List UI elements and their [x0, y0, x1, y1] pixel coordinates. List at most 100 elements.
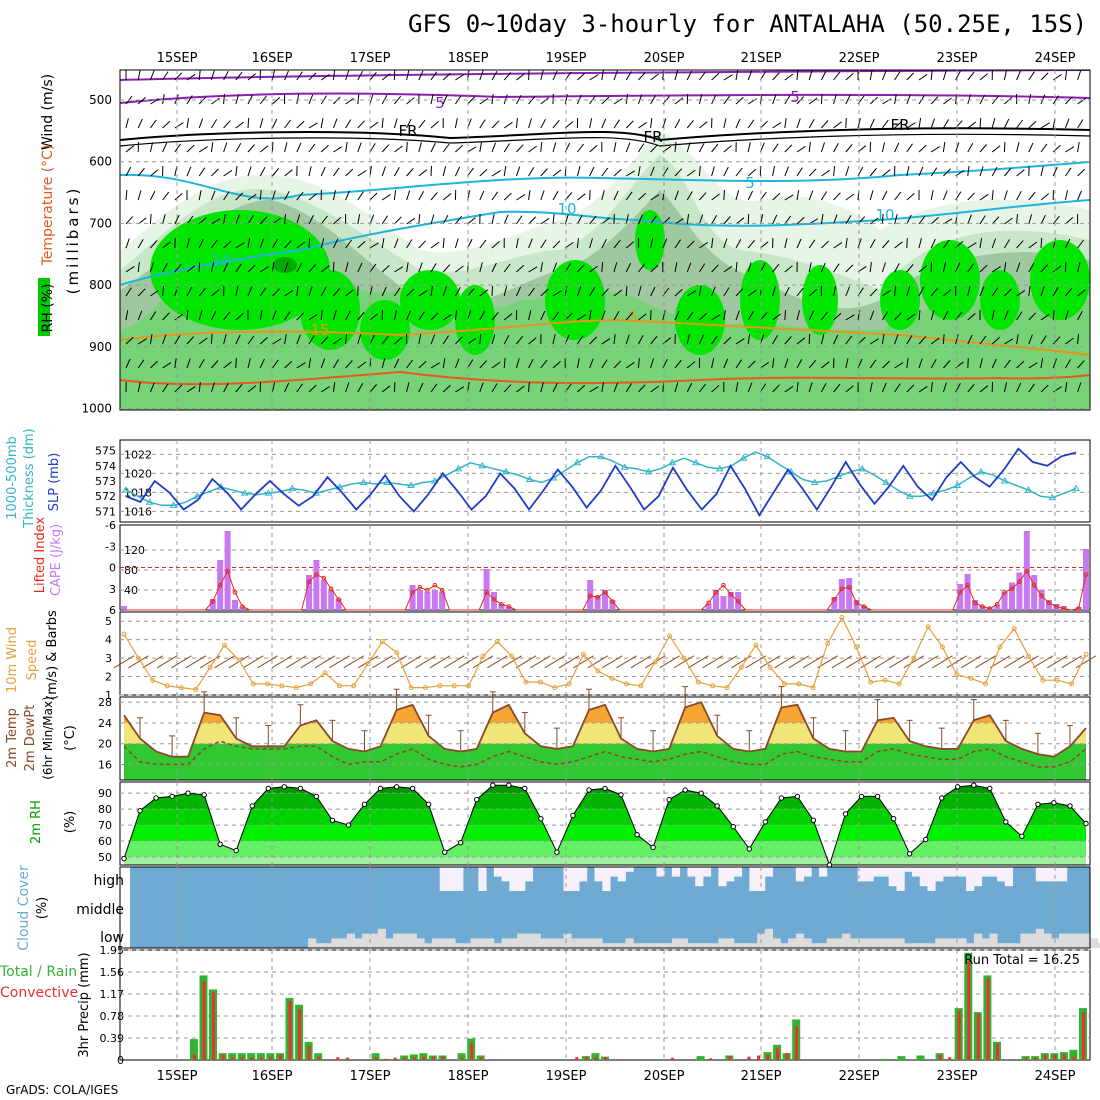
wind-barb [455, 144, 464, 153]
low-cloud-bar [362, 933, 371, 948]
cape-bar [409, 585, 416, 610]
wind-barb [479, 239, 487, 249]
wind-barb [796, 359, 803, 369]
wind-barb [820, 382, 827, 393]
wind-barb [930, 146, 940, 153]
wind-barb [1016, 169, 1025, 177]
rh-core [920, 240, 980, 320]
cape-bar [727, 592, 734, 610]
wind-barb [1077, 333, 1079, 345]
wind-barb [967, 121, 977, 129]
wind-barb [1077, 119, 1084, 129]
thickness-marker [1048, 493, 1057, 501]
total-precip-bar [189, 1039, 198, 1060]
wind-barb [747, 169, 757, 177]
wind-barb [698, 142, 705, 153]
lifted-index-marker [1002, 590, 1007, 595]
slp-line [125, 447, 1077, 517]
rh-marker [201, 792, 207, 798]
wind-speed-marker [523, 679, 529, 685]
low-cloud-bar [911, 943, 921, 948]
surface-wind-barb [142, 655, 163, 669]
wind-barb [406, 217, 416, 225]
dewpoint-line [123, 740, 1087, 768]
wind-speed-marker [480, 653, 486, 659]
wind-barb [1016, 334, 1019, 345]
wind-barb [296, 263, 303, 273]
wind-barb [259, 238, 265, 249]
wind-barb [210, 142, 214, 153]
wind-barb [991, 287, 999, 297]
surface-wind-barb [874, 655, 896, 669]
rh-band-moist [120, 247, 1090, 410]
wind-barb [1052, 287, 1059, 297]
wind-barb [1028, 312, 1037, 321]
thickness-marker [1000, 477, 1009, 484]
lifted-index-marker [417, 585, 423, 590]
wind-speed-marker [308, 681, 314, 687]
thickness-tick: 571 [95, 505, 116, 518]
wind-barb [930, 238, 936, 249]
surface-wind-barb [156, 655, 178, 669]
wind-barb [943, 289, 952, 297]
wind-barb [162, 362, 172, 369]
wind-barb [613, 168, 622, 177]
convective-precip-bar [393, 1057, 397, 1060]
wind-barb [211, 218, 221, 225]
wind-barb [723, 95, 731, 105]
wind-speed-marker [695, 679, 701, 685]
wind-barb [369, 192, 378, 201]
wind-barb [211, 168, 219, 177]
cape-bar [209, 599, 216, 610]
wind-barb [442, 143, 450, 153]
wind-barb [1040, 384, 1049, 393]
wind-barb [1052, 144, 1061, 153]
lifted-index-marker [306, 579, 312, 585]
high-cloud-bar [896, 867, 905, 891]
wind-barb [1004, 288, 1012, 297]
wind-barb [1089, 175, 1090, 177]
wind-barb [259, 145, 269, 153]
wind-barb [137, 96, 146, 105]
convective-precip-bar [709, 1058, 713, 1060]
surface-wind-barb [1018, 655, 1039, 669]
wind-barb [1040, 214, 1046, 225]
wind-barb [637, 214, 643, 225]
wind-barb [625, 285, 628, 297]
wind-barb [894, 241, 903, 249]
rh-marker [442, 849, 448, 855]
wind-speed-marker [336, 683, 342, 689]
rh-fill [124, 785, 1086, 865]
wind-barb [515, 358, 520, 369]
wind-title-2: Speed [25, 640, 40, 681]
low-cloud-bar [896, 938, 905, 948]
wind-barb [882, 240, 890, 249]
wind-barb [1089, 318, 1090, 321]
isotherm-15 [120, 318, 1090, 356]
wind-barb [613, 70, 618, 81]
wind-barb [613, 360, 622, 369]
convective-precip-bar [996, 1044, 999, 1060]
wind-barb [881, 70, 887, 81]
thickness-marker [1024, 486, 1033, 493]
wind-barb [333, 146, 343, 153]
cape-tick: 120 [124, 544, 145, 557]
convective-precip-bar [336, 1057, 340, 1060]
wind-barb [625, 214, 629, 225]
wind-barb [979, 385, 989, 393]
wind-barb [723, 216, 731, 225]
wind-barb [625, 191, 633, 201]
wind-barb [528, 190, 531, 201]
wind-barb [174, 263, 182, 273]
wind-barb [162, 94, 165, 105]
wind-barb [552, 191, 559, 201]
wind-barb [174, 358, 177, 369]
wind-barb [284, 213, 286, 225]
wind-barb [967, 357, 969, 369]
wind-barb [320, 166, 326, 177]
wind-barb [674, 97, 684, 105]
cape-bar [1031, 575, 1038, 610]
low-cloud-bar [416, 938, 425, 948]
lifted-index-marker [846, 585, 852, 590]
surface-wind-barb [960, 655, 982, 669]
